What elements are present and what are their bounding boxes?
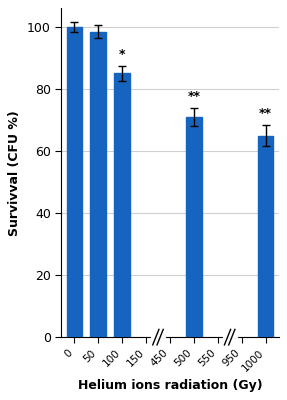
X-axis label: Helium ions radiation (Gy): Helium ions radiation (Gy) bbox=[77, 379, 262, 392]
Bar bbox=[114, 74, 130, 337]
Bar bbox=[90, 32, 106, 337]
Bar bbox=[151, 331, 165, 337]
Bar bbox=[67, 27, 82, 337]
Bar bbox=[258, 136, 273, 337]
Text: **: ** bbox=[259, 107, 272, 120]
Bar bbox=[186, 117, 201, 337]
Y-axis label: Survivval (CFU %): Survivval (CFU %) bbox=[8, 110, 21, 236]
Bar bbox=[222, 331, 237, 337]
Text: *: * bbox=[119, 48, 125, 61]
Text: **: ** bbox=[187, 90, 200, 103]
